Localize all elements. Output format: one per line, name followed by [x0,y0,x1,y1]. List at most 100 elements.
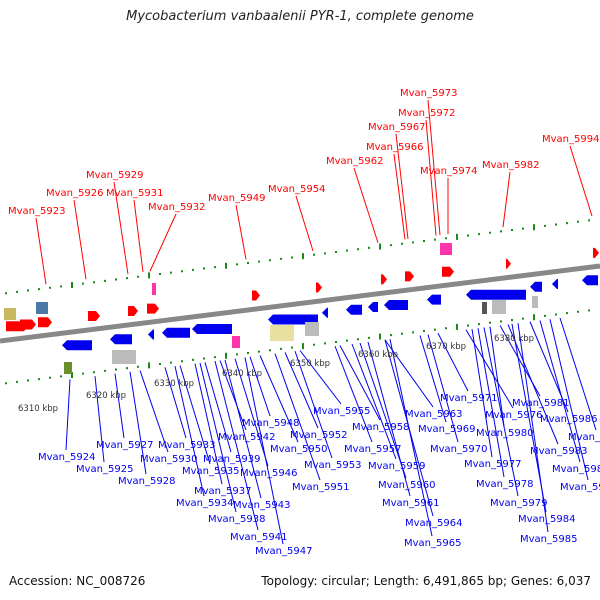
forward-gene-arrow[interactable] [20,319,36,330]
feature-block[interactable] [270,325,294,341]
gene-label-mvan-5923[interactable]: Mvan_5923 [8,206,65,217]
gene-label-mvan-5931[interactable]: Mvan_5931 [106,188,163,199]
forward-gene-arrow[interactable] [593,247,599,258]
forward-gene-arrow[interactable] [316,282,322,293]
forward-gene-arrow[interactable] [38,317,52,328]
gene-label-mvan-5959[interactable]: Mvan_5959 [368,461,425,472]
gene-label-mvan-5952[interactable]: Mvan_5952 [290,430,347,441]
reverse-gene-arrow[interactable] [427,294,441,305]
gene-label-mvan-5935[interactable]: Mvan_5935 [182,466,239,477]
gene-label-mvan-5980[interactable]: Mvan_5980 [476,428,533,439]
forward-gene-arrow[interactable] [147,303,159,314]
feature-blocks[interactable] [4,243,538,374]
gene-label-mvan-5961[interactable]: Mvan_5961 [382,498,439,509]
gene-label-mvan-5983[interactable]: Mvan_5983 [530,446,587,457]
forward-gene-arrow[interactable] [252,290,260,301]
forward-gene-arrow[interactable] [128,306,138,316]
gene-label-mvan-5947[interactable]: Mvan_5947 [255,546,312,557]
gene-label-mvan-5960[interactable]: Mvan_5960 [378,480,435,491]
gene-label-mvan-5958[interactable]: Mvan_5958 [352,422,409,433]
gene-label-mvan-5933[interactable]: Mvan_5933 [158,440,215,451]
gene-label-mvan-5953[interactable]: Mvan_5953 [304,460,361,471]
gene-label-mvan-5986[interactable]: Mvan_5986 [540,414,597,425]
forward-gene-arrow[interactable] [506,258,511,269]
reverse-gene-arrow[interactable] [368,302,378,312]
gene-label-mvan-5943[interactable]: Mvan_5943 [233,500,290,511]
gene-label-mvan-5988[interactable]: Mvan_5988 [560,482,600,493]
gene-label-mvan-5982[interactable]: Mvan_5982 [482,160,539,171]
gene-label-mvan-5989[interactable]: Mvan_5989 [568,432,600,443]
reverse-gene-arrow[interactable] [346,304,362,315]
gene-label-mvan-5971[interactable]: Mvan_5971 [440,393,497,404]
gene-label-mvan-5973[interactable]: Mvan_5973 [400,88,457,99]
gene-label-mvan-5954[interactable]: Mvan_5954 [268,184,325,195]
forward-gene-arrow[interactable] [88,311,100,321]
gene-label-mvan-5962[interactable]: Mvan_5962 [326,156,383,167]
feature-block[interactable] [4,308,16,320]
gene-label-mvan-5925[interactable]: Mvan_5925 [76,464,133,475]
reverse-gene-arrow[interactable] [110,334,132,345]
forward-gene-arrow[interactable] [405,271,414,282]
reverse-gene-arrow[interactable] [162,327,190,338]
gene-label-mvan-5946[interactable]: Mvan_5946 [240,468,297,479]
forward-gene-arrow[interactable] [442,266,454,277]
gene-label-mvan-5939[interactable]: Mvan_5939 [203,454,260,465]
gene-label-mvan-5987[interactable]: Mvan_5987 [552,464,600,475]
gene-label-mvan-5938[interactable]: Mvan_5938 [208,514,265,525]
feature-block[interactable] [64,362,72,374]
gene-label-mvan-5976[interactable]: Mvan_5976 [485,410,542,421]
gene-label-mvan-5969[interactable]: Mvan_5969 [418,424,475,435]
gene-label-mvan-5932[interactable]: Mvan_5932 [148,202,205,213]
feature-block[interactable] [482,302,487,314]
gene-label-mvan-5967[interactable]: Mvan_5967 [368,122,425,133]
gene-label-mvan-5978[interactable]: Mvan_5978 [476,479,533,490]
reverse-gene-arrow[interactable] [192,324,232,334]
gene-label-mvan-5955[interactable]: Mvan_5955 [313,406,370,417]
reverse-gene-arrow[interactable] [466,289,526,300]
gene-label-mvan-5924[interactable]: Mvan_5924 [38,452,95,463]
gene-label-mvan-5926[interactable]: Mvan_5926 [46,188,103,199]
gene-label-mvan-5930[interactable]: Mvan_5930 [140,454,197,465]
gene-label-mvan-5929[interactable]: Mvan_5929 [86,170,143,181]
reverse-gene-arrow[interactable] [384,300,408,310]
feature-block[interactable] [152,283,156,295]
gene-label-mvan-5949[interactable]: Mvan_5949 [208,193,265,204]
gene-label-mvan-5951[interactable]: Mvan_5951 [292,482,349,493]
gene-label-mvan-5934[interactable]: Mvan_5934 [176,498,233,509]
gene-label-mvan-5928[interactable]: Mvan_5928 [118,476,175,487]
feature-block[interactable] [112,350,136,364]
gene-label-mvan-5979[interactable]: Mvan_5979 [490,498,547,509]
gene-label-mvan-5974[interactable]: Mvan_5974 [420,166,477,177]
forward-strand-genes[interactable] [6,247,599,332]
gene-label-mvan-5984[interactable]: Mvan_5984 [518,514,575,525]
gene-label-mvan-5941[interactable]: Mvan_5941 [230,532,287,543]
feature-block[interactable] [36,302,48,314]
gene-label-mvan-5964[interactable]: Mvan_5964 [405,518,462,529]
gene-label-mvan-5927[interactable]: Mvan_5927 [96,440,153,451]
gene-label-mvan-5942[interactable]: Mvan_5942 [218,432,275,443]
gene-label-mvan-5994[interactable]: Mvan_5994 [542,134,599,145]
gene-label-mvan-5948[interactable]: Mvan_5948 [242,418,299,429]
gene-label-mvan-5972[interactable]: Mvan_5972 [398,108,455,119]
forward-gene-arrow[interactable] [381,274,387,285]
gene-label-mvan-5970[interactable]: Mvan_5970 [430,444,487,455]
feature-block[interactable] [232,336,240,348]
gene-label-mvan-5985[interactable]: Mvan_5985 [520,534,577,545]
reverse-gene-arrow[interactable] [322,307,328,318]
feature-block[interactable] [440,243,452,255]
gene-label-mvan-5937[interactable]: Mvan_5937 [194,486,251,497]
reverse-gene-arrow[interactable] [148,329,154,340]
gene-label-mvan-5963[interactable]: Mvan_5963 [405,409,462,420]
reverse-gene-arrow[interactable] [530,281,542,292]
forward-gene-labels[interactable]: Mvan_5923 Mvan_5926 Mvan_5929 Mvan_5931 Mvan… [8,88,599,217]
gene-label-mvan-5966[interactable]: Mvan_5966 [366,142,423,153]
reverse-gene-arrow[interactable] [552,279,558,289]
feature-block[interactable] [492,300,506,314]
gene-label-mvan-5977[interactable]: Mvan_5977 [464,459,521,470]
gene-label-mvan-5957[interactable]: Mvan_5957 [344,444,401,455]
feature-block[interactable] [305,322,319,336]
feature-block[interactable] [532,296,538,308]
gene-label-mvan-5950[interactable]: Mvan_5950 [270,444,327,455]
reverse-gene-arrow[interactable] [582,275,598,286]
